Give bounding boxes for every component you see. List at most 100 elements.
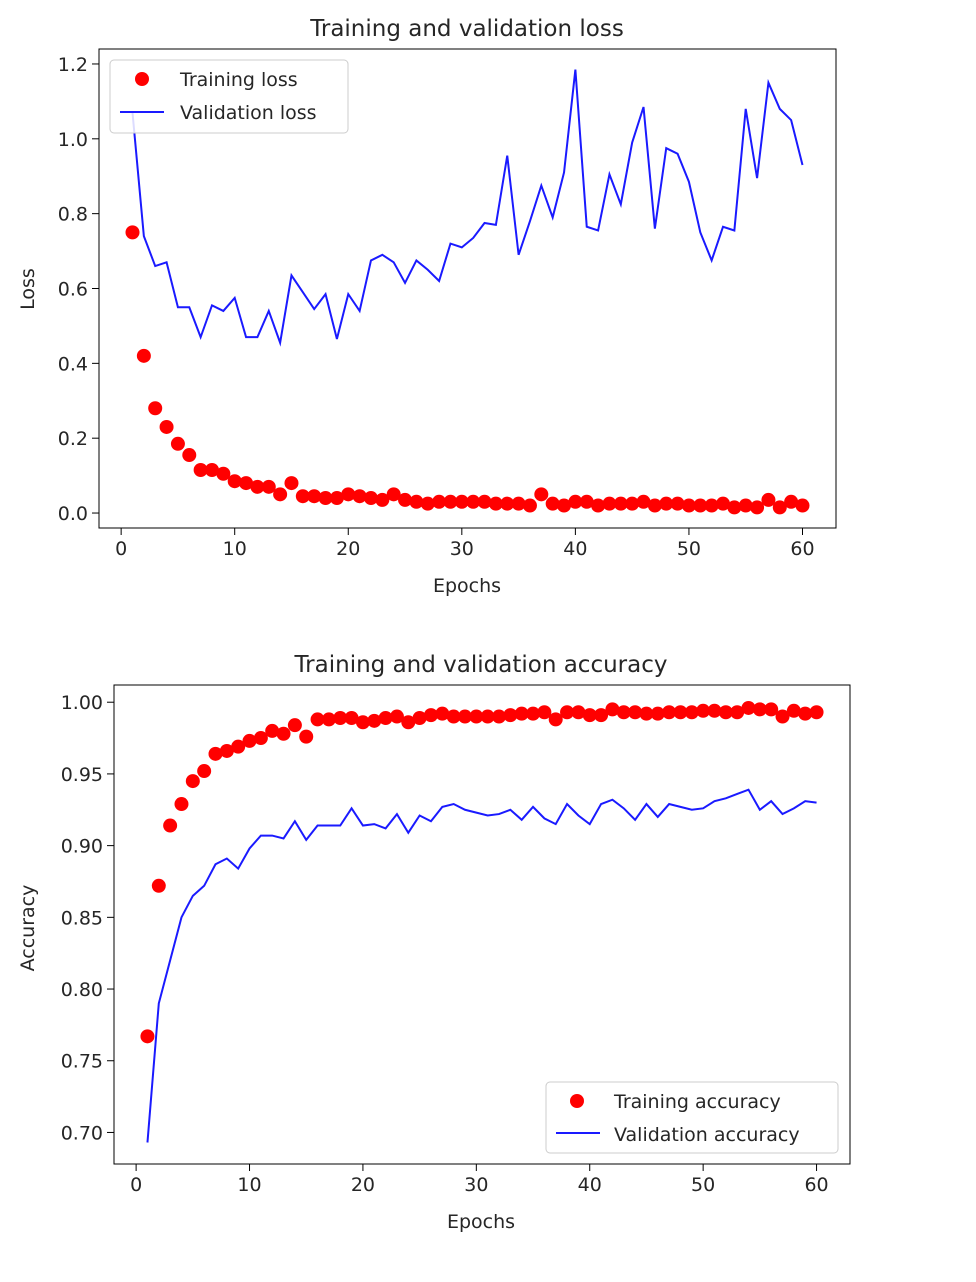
loss-training-point: [136, 348, 151, 363]
accuracy-training-point: [526, 706, 541, 721]
loss-training-point: [534, 487, 549, 502]
loss-training-point: [716, 496, 731, 511]
accuracy-legend-marker-training: [570, 1094, 584, 1108]
loss-training-point: [420, 496, 435, 511]
loss-y-tick-label: 1.2: [58, 54, 88, 76]
accuracy-training-point: [775, 709, 790, 724]
accuracy-training-point: [582, 708, 597, 723]
loss-training-point: [579, 494, 594, 509]
accuracy-x-tick-label: 40: [578, 1174, 602, 1196]
accuracy-legend-label-validation: Validation accuracy: [614, 1124, 800, 1146]
loss-training-point: [329, 491, 344, 506]
loss-training-point: [659, 496, 674, 511]
accuracy-training-point: [163, 818, 178, 833]
accuracy-training-point: [401, 715, 416, 730]
accuracy-training-point: [412, 710, 427, 725]
accuracy-training-point: [253, 731, 268, 746]
accuracy-plot-area: [140, 700, 824, 1143]
loss-training-point: [625, 496, 640, 511]
loss-training-point: [352, 489, 367, 504]
loss-legend-label-validation: Validation loss: [180, 102, 317, 124]
loss-training-point: [636, 494, 651, 509]
accuracy-training-point: [140, 1029, 155, 1044]
loss-y-tick-label: 0.6: [58, 279, 88, 301]
accuracy-validation-line: [146, 788, 817, 1143]
accuracy-training-point: [423, 708, 438, 723]
loss-training-point: [568, 494, 583, 509]
loss-training-point: [125, 225, 140, 240]
accuracy-legend-label-training: Training accuracy: [613, 1091, 781, 1113]
loss-y-tick-label: 1.0: [58, 129, 88, 151]
accuracy-x-tick-label: 10: [237, 1174, 261, 1196]
accuracy-training-point: [310, 712, 325, 727]
accuracy-training-point: [718, 705, 733, 720]
loss-training-point: [557, 498, 572, 513]
accuracy-training-point: [809, 705, 824, 720]
loss-x-tick-label: 60: [790, 538, 814, 560]
loss-y-tick-label: 0.8: [58, 204, 88, 226]
accuracy-training-point: [231, 739, 246, 754]
accuracy-training-point: [514, 706, 529, 721]
accuracy-training-point: [265, 723, 280, 738]
loss-training-point: [591, 498, 606, 513]
accuracy-training-point: [684, 705, 699, 720]
accuracy-training-point: [446, 709, 461, 724]
loss-training-point: [795, 498, 810, 513]
loss-training-point: [500, 496, 515, 511]
loss-training-point: [704, 498, 719, 513]
loss-training-point: [738, 498, 753, 513]
accuracy-training-point: [435, 706, 450, 721]
accuracy-training-point: [242, 733, 257, 748]
loss-training-point: [602, 496, 617, 511]
accuracy-training-point: [786, 703, 801, 718]
accuracy-training-point: [321, 712, 336, 727]
accuracy-y-tick-label: 0.70: [61, 1122, 103, 1144]
accuracy-training-point: [696, 703, 711, 718]
accuracy-legend-box: [545, 1081, 839, 1154]
loss-training-point: [511, 496, 526, 511]
accuracy-training-point: [594, 708, 609, 723]
accuracy-training-point: [287, 718, 302, 733]
loss-training-point: [273, 487, 288, 502]
accuracy-training-point: [208, 746, 223, 761]
loss-training-point: [170, 436, 185, 451]
loss-x-tick-label: 40: [563, 538, 587, 560]
accuracy-training-point: [457, 709, 472, 724]
loss-x-tick-label: 50: [677, 538, 701, 560]
accuracy-x-tick-label: 50: [691, 1174, 715, 1196]
accuracy-training-point: [707, 703, 722, 718]
loss-y-axis-label: Loss: [17, 268, 39, 310]
loss-training-point: [148, 401, 163, 416]
accuracy-x-axis-label: Epochs: [447, 1211, 515, 1233]
loss-x-axis-label: Epochs: [433, 575, 501, 597]
loss-training-point: [182, 448, 197, 463]
accuracy-training-point: [548, 712, 563, 727]
accuracy-training-point: [219, 743, 234, 758]
loss-training-point: [761, 492, 776, 507]
accuracy-training-point: [492, 709, 507, 724]
accuracy-training-point: [185, 774, 200, 789]
loss-legend-box: [109, 59, 349, 134]
accuracy-x-tick-label: 30: [464, 1174, 488, 1196]
accuracy-training-point: [605, 702, 620, 717]
accuracy-training-point: [752, 702, 767, 717]
loss-training-point: [295, 489, 310, 504]
accuracy-training-point: [662, 705, 677, 720]
accuracy-x-tick-label: 0: [130, 1174, 142, 1196]
loss-y-tick-label: 0.2: [58, 428, 88, 450]
accuracy-x-tick-label: 60: [804, 1174, 828, 1196]
loss-training-point: [227, 474, 242, 489]
loss-legend: Training loss Validation loss: [109, 59, 349, 134]
loss-x-tick-label: 30: [450, 538, 474, 560]
loss-x-tick-label: 10: [223, 538, 247, 560]
loss-training-point: [466, 494, 481, 509]
accuracy-training-point: [571, 705, 586, 720]
loss-x-tick-label: 20: [336, 538, 360, 560]
loss-training-point: [488, 496, 503, 511]
loss-training-point: [772, 500, 787, 515]
loss-training-point: [398, 492, 413, 507]
accuracy-training-point: [730, 705, 745, 720]
